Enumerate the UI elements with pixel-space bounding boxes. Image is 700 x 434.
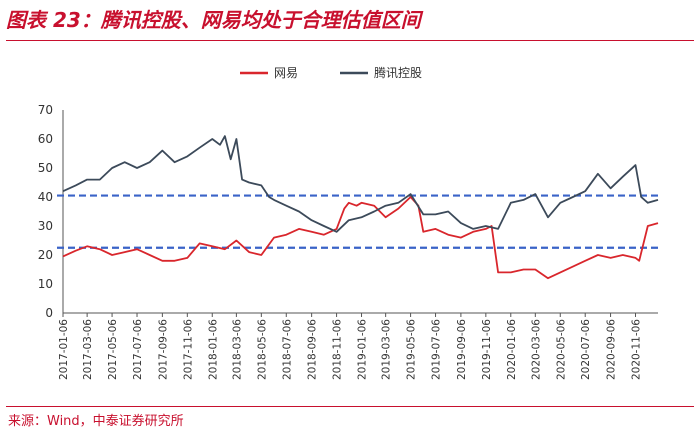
chart-legend: 网易 腾讯控股 <box>240 65 422 80</box>
y-tick-label: 70 <box>38 103 53 117</box>
x-tick-label: 2019-09-06 <box>456 319 468 380</box>
x-tick-label: 2019-05-06 <box>406 319 418 380</box>
y-tick-label: 30 <box>38 219 53 233</box>
x-tick-label: 2019-11-06 <box>481 319 493 380</box>
y-tick-label: 20 <box>38 248 53 262</box>
x-tick-label: 2018-09-06 <box>307 319 319 380</box>
y-tick-label: 0 <box>45 306 53 320</box>
valuation-line-chart: 网易 腾讯控股 0 10 20 30 40 50 60 70 2017-01-06 2017-03… <box>38 65 659 380</box>
x-tick-label: 2017-09-06 <box>157 319 169 380</box>
source-note: 来源：Wind，中泰证券研究所 <box>8 414 184 429</box>
x-tick-label: 2018-03-06 <box>231 319 243 380</box>
x-axis: 2017-01-06 2017-03-06 2017-05-06 2017-07-06… <box>58 312 658 380</box>
y-tick-label: 40 <box>38 190 53 204</box>
x-tick-label: 2017-03-06 <box>82 319 94 380</box>
x-tick-label: 2017-01-06 <box>58 319 70 380</box>
tencent-series-line <box>62 135 659 233</box>
x-tick-label: 2020-03-06 <box>530 319 542 380</box>
x-tick-label: 2017-11-06 <box>182 319 194 380</box>
x-tick-label: 2020-07-06 <box>580 319 592 380</box>
x-tick-label: 2018-01-06 <box>207 319 219 380</box>
x-tick-label: 2020-09-06 <box>606 319 618 380</box>
x-tick-label: 2020-11-06 <box>631 319 643 380</box>
source-rule <box>6 406 694 407</box>
reference-lines <box>57 194 658 249</box>
series-lines <box>62 135 659 280</box>
netease-series-line <box>62 196 659 280</box>
x-tick-label: 2020-05-06 <box>555 319 567 380</box>
x-tick-label: 2017-05-06 <box>107 319 119 380</box>
x-tick-label: 2020-01-06 <box>506 319 518 380</box>
x-tick-label: 2019-03-06 <box>381 319 393 380</box>
title-rule <box>6 40 694 41</box>
legend-item-netease: 网易 <box>274 66 298 80</box>
y-axis: 0 10 20 30 40 50 60 70 <box>38 103 64 320</box>
x-tick-label: 2019-07-06 <box>431 319 443 380</box>
x-tick-label: 2018-05-06 <box>256 319 268 380</box>
figure-title: 图表 23：腾讯控股、网易均处于合理估值区间 <box>6 8 421 32</box>
x-tick-label: 2018-11-06 <box>332 319 344 380</box>
x-tick-label: 2018-07-06 <box>281 319 293 380</box>
x-tick-label: 2019-01-06 <box>357 319 369 380</box>
x-tick-label: 2017-07-06 <box>132 319 144 380</box>
y-tick-label: 60 <box>38 132 53 146</box>
y-tick-label: 50 <box>38 161 53 175</box>
legend-item-tencent: 腾讯控股 <box>374 65 422 80</box>
y-tick-label: 10 <box>38 277 53 291</box>
